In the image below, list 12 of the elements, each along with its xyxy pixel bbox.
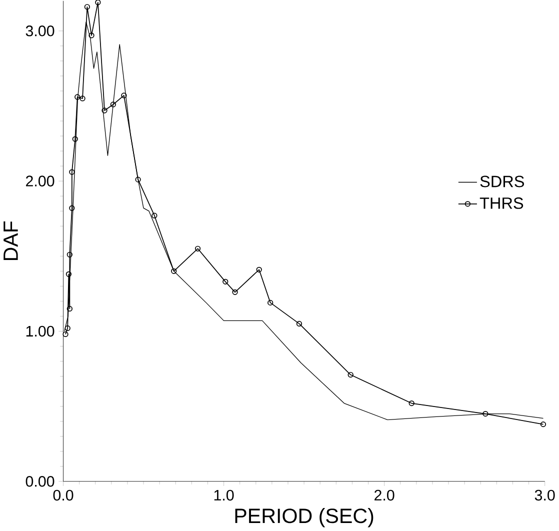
x-tick-label: 0.0 bbox=[53, 490, 74, 501]
y-tick-label: 0.00 bbox=[26, 476, 54, 487]
legend-label: THRS bbox=[480, 197, 524, 210]
x-tick-label: 1.0 bbox=[214, 490, 234, 501]
x-axis-title: PERIOD (SEC) bbox=[235, 508, 374, 528]
legend-label: SDRS bbox=[480, 176, 524, 188]
x-tick-label: 2.0 bbox=[374, 490, 394, 501]
y-tick-label: 2.00 bbox=[26, 176, 54, 187]
y-tick-label: 3.00 bbox=[26, 26, 54, 36]
y-tick-label: 1.00 bbox=[26, 326, 54, 337]
y-axis-title: DAF bbox=[4, 221, 18, 260]
x-tick-label: 3.0 bbox=[534, 490, 555, 501]
